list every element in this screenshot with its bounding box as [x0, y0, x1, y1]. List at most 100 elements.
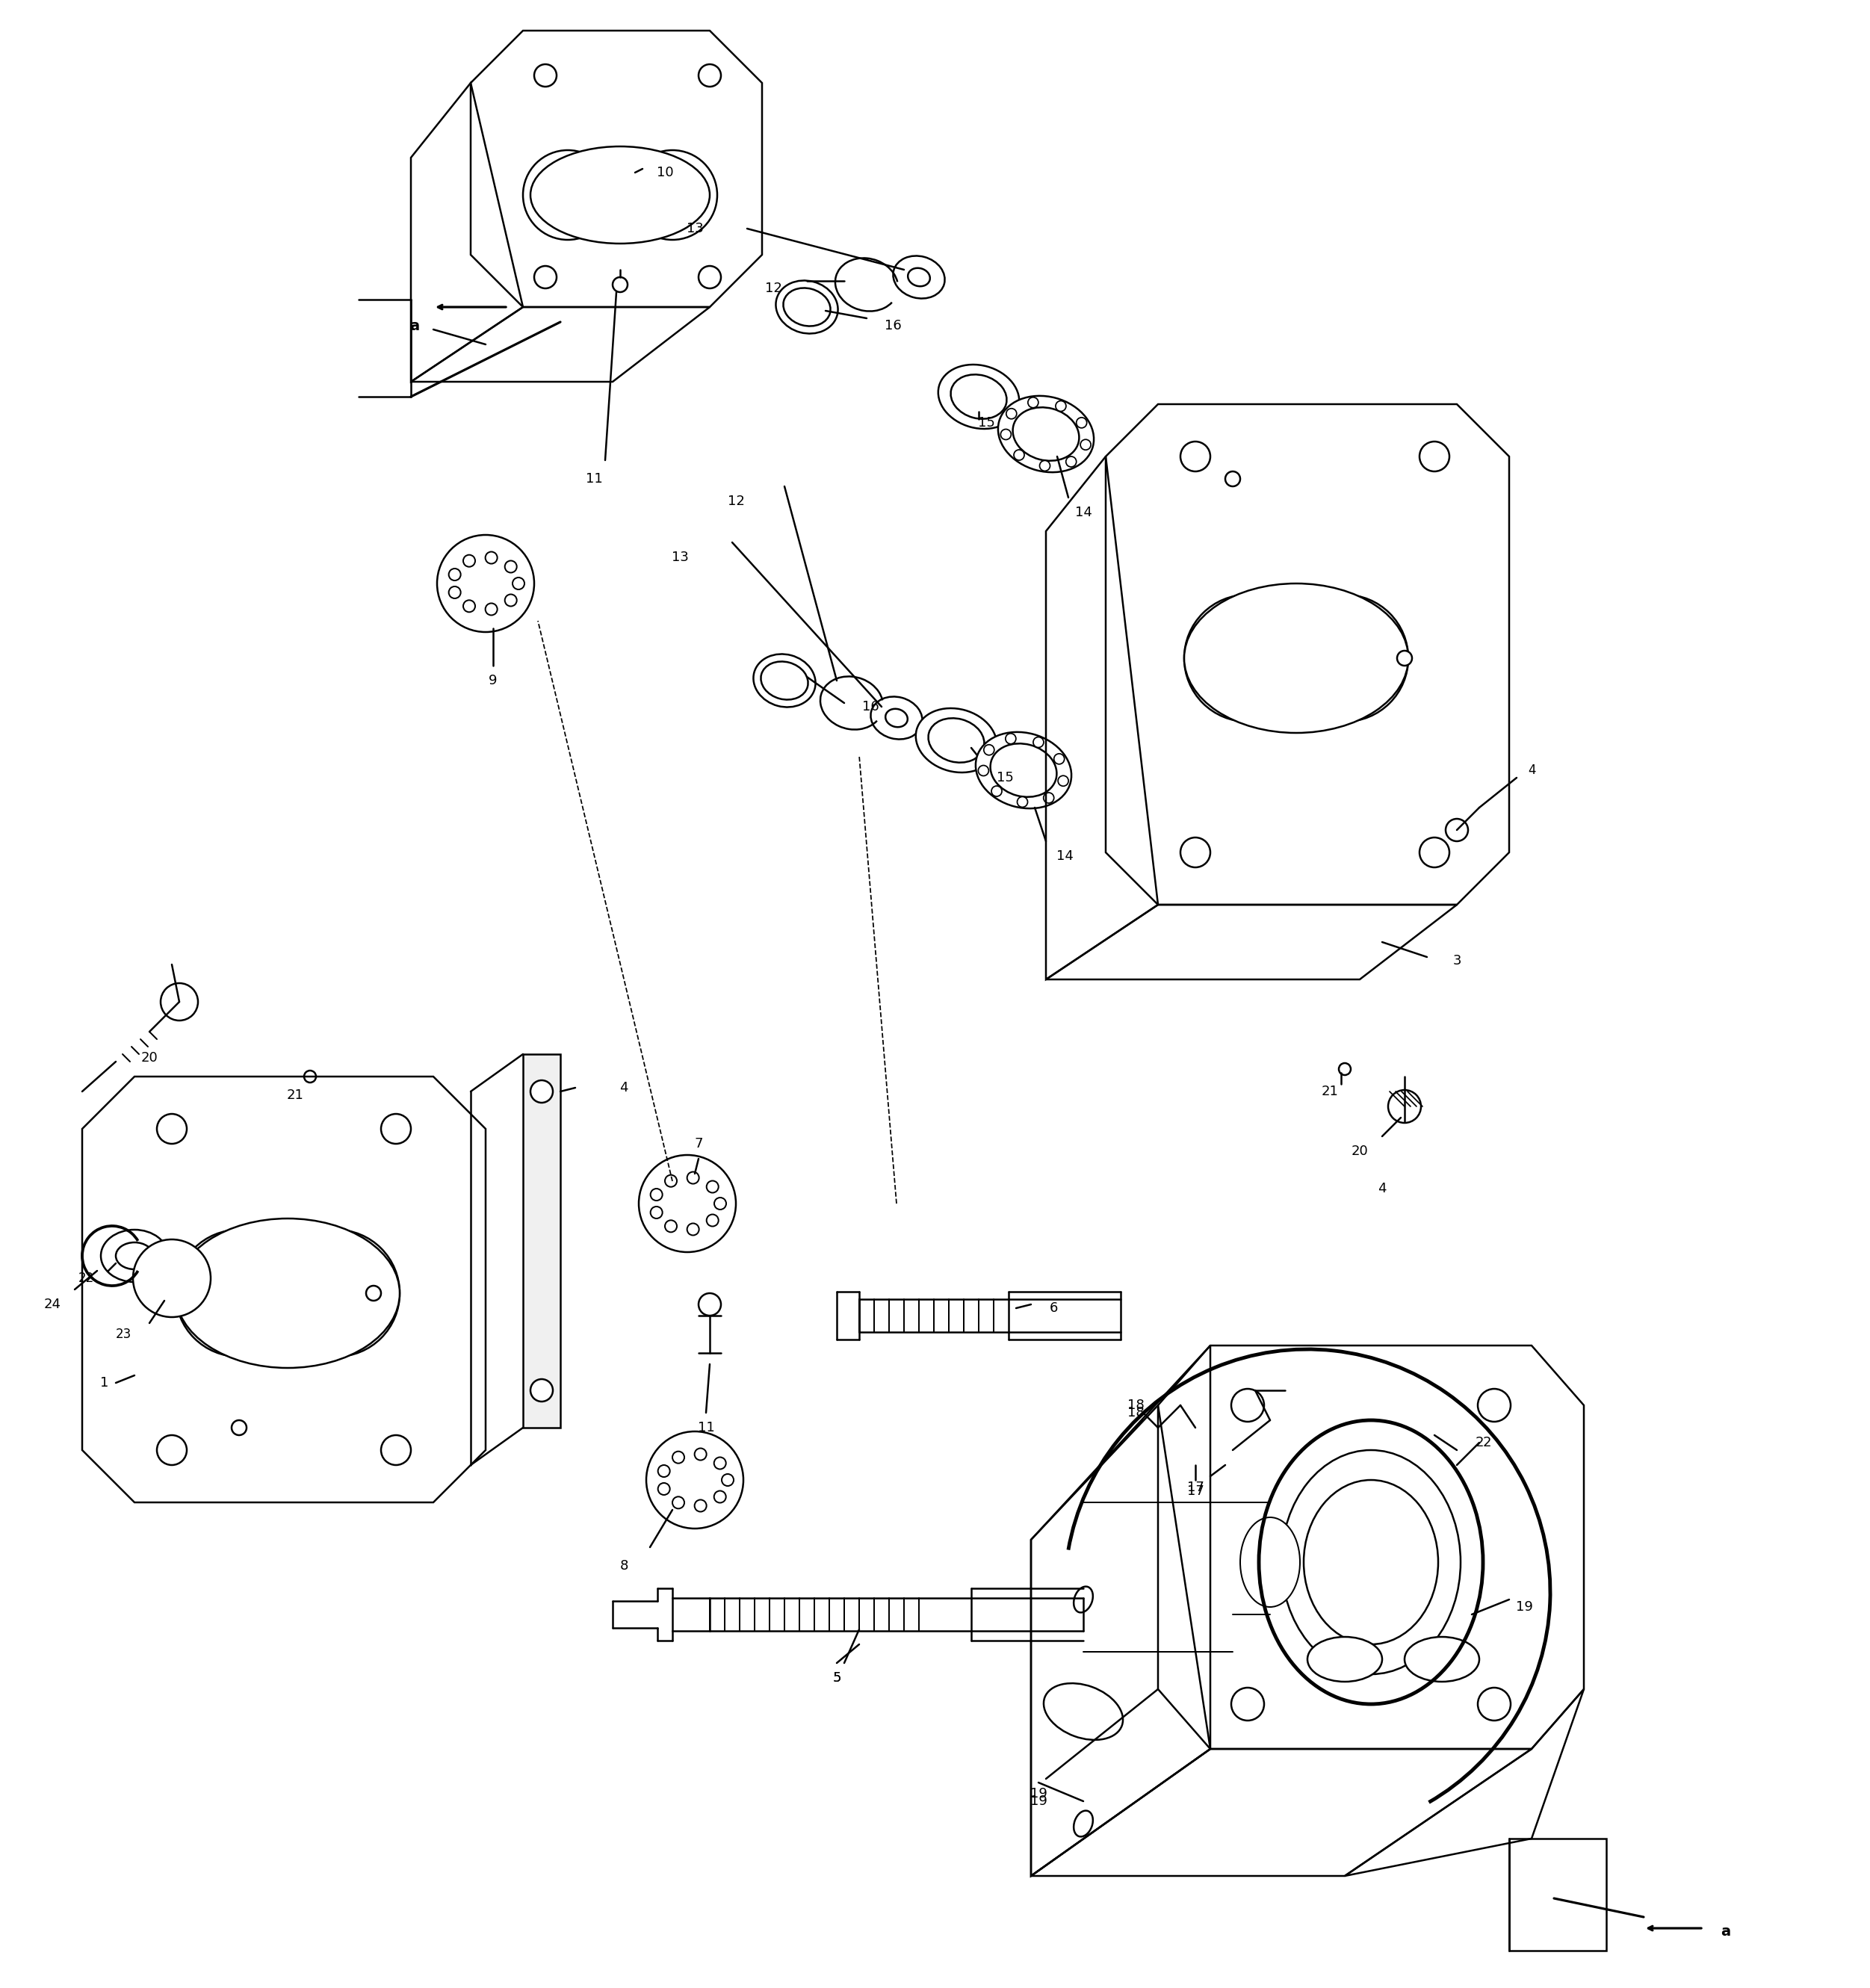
Circle shape: [176, 1231, 303, 1356]
Ellipse shape: [1073, 1811, 1092, 1837]
Circle shape: [991, 785, 1002, 797]
Circle shape: [1397, 650, 1412, 666]
Text: 19: 19: [1030, 1795, 1047, 1807]
Circle shape: [524, 151, 613, 241]
Circle shape: [714, 1197, 726, 1209]
Circle shape: [1307, 620, 1382, 696]
Ellipse shape: [928, 718, 984, 763]
Text: 24: 24: [43, 1298, 62, 1312]
Text: 12: 12: [727, 495, 744, 509]
Circle shape: [1040, 461, 1051, 471]
Text: 18: 18: [1128, 1406, 1144, 1419]
Text: 21: 21: [1322, 1085, 1339, 1097]
Circle shape: [1419, 837, 1449, 867]
Circle shape: [486, 553, 497, 565]
Ellipse shape: [776, 280, 838, 334]
Circle shape: [1477, 1390, 1511, 1421]
Text: 17: 17: [1187, 1481, 1204, 1495]
Circle shape: [438, 535, 535, 632]
Ellipse shape: [950, 374, 1006, 419]
Circle shape: [535, 266, 557, 288]
Ellipse shape: [445, 551, 527, 616]
Text: 5: 5: [832, 1672, 842, 1684]
Circle shape: [1230, 1390, 1264, 1421]
Text: 8: 8: [619, 1559, 628, 1573]
Text: 12: 12: [765, 282, 782, 294]
Text: 14: 14: [1057, 849, 1073, 863]
Circle shape: [535, 64, 557, 87]
Circle shape: [1066, 457, 1077, 467]
Circle shape: [1184, 594, 1311, 722]
Circle shape: [1077, 417, 1086, 427]
Text: 13: 13: [686, 223, 703, 235]
Ellipse shape: [669, 1459, 722, 1501]
Circle shape: [1210, 620, 1285, 696]
Circle shape: [658, 1483, 669, 1495]
Text: 4: 4: [619, 1081, 628, 1095]
Circle shape: [202, 1256, 277, 1330]
Circle shape: [694, 1447, 707, 1461]
Circle shape: [273, 1231, 400, 1356]
Circle shape: [1014, 449, 1025, 459]
Circle shape: [647, 169, 699, 221]
Circle shape: [486, 602, 497, 614]
Circle shape: [673, 1497, 684, 1509]
Text: 10: 10: [656, 165, 673, 179]
Text: 18: 18: [1128, 1398, 1144, 1411]
Text: 15: 15: [997, 771, 1014, 785]
Circle shape: [505, 594, 516, 606]
Text: 19: 19: [1515, 1600, 1533, 1614]
Ellipse shape: [871, 696, 922, 740]
Ellipse shape: [138, 1252, 206, 1304]
Circle shape: [1477, 1688, 1511, 1720]
Circle shape: [1058, 775, 1068, 785]
Circle shape: [666, 1221, 677, 1233]
Circle shape: [647, 1431, 744, 1529]
Circle shape: [658, 1465, 669, 1477]
Circle shape: [1180, 837, 1210, 867]
Text: 15: 15: [978, 415, 995, 429]
Text: 11: 11: [698, 1421, 714, 1435]
Circle shape: [707, 1215, 718, 1227]
Text: 1: 1: [101, 1376, 108, 1390]
Circle shape: [299, 1256, 374, 1330]
Circle shape: [542, 169, 595, 221]
Circle shape: [1000, 429, 1012, 439]
Text: 6: 6: [1049, 1302, 1058, 1314]
Circle shape: [133, 1239, 211, 1318]
Text: 23: 23: [116, 1328, 131, 1342]
Polygon shape: [524, 1054, 561, 1427]
Ellipse shape: [460, 563, 512, 604]
Circle shape: [694, 1499, 707, 1511]
Ellipse shape: [647, 1171, 729, 1237]
Text: 2: 2: [1475, 1435, 1483, 1449]
Circle shape: [1034, 738, 1043, 747]
Text: 2: 2: [1483, 1435, 1490, 1449]
Circle shape: [666, 1175, 677, 1187]
Circle shape: [686, 1171, 699, 1183]
Circle shape: [1055, 753, 1064, 763]
Circle shape: [984, 746, 995, 755]
Ellipse shape: [991, 744, 1057, 797]
Text: 20: 20: [140, 1052, 157, 1066]
Circle shape: [1081, 439, 1090, 449]
Circle shape: [1055, 402, 1066, 412]
Circle shape: [1230, 1688, 1264, 1720]
Circle shape: [531, 1380, 554, 1402]
Circle shape: [714, 1457, 726, 1469]
Ellipse shape: [1073, 1586, 1092, 1612]
Ellipse shape: [1303, 1479, 1438, 1644]
Circle shape: [1225, 471, 1240, 487]
Circle shape: [232, 1419, 247, 1435]
Ellipse shape: [916, 708, 997, 773]
Circle shape: [686, 1223, 699, 1235]
Text: 5: 5: [832, 1672, 842, 1684]
Circle shape: [305, 1072, 316, 1083]
Text: 3: 3: [1453, 954, 1460, 968]
Text: 16: 16: [885, 318, 901, 332]
Text: 4: 4: [1378, 1183, 1386, 1195]
Ellipse shape: [784, 288, 830, 326]
Ellipse shape: [1184, 582, 1408, 734]
Circle shape: [714, 1491, 726, 1503]
Circle shape: [699, 266, 722, 288]
